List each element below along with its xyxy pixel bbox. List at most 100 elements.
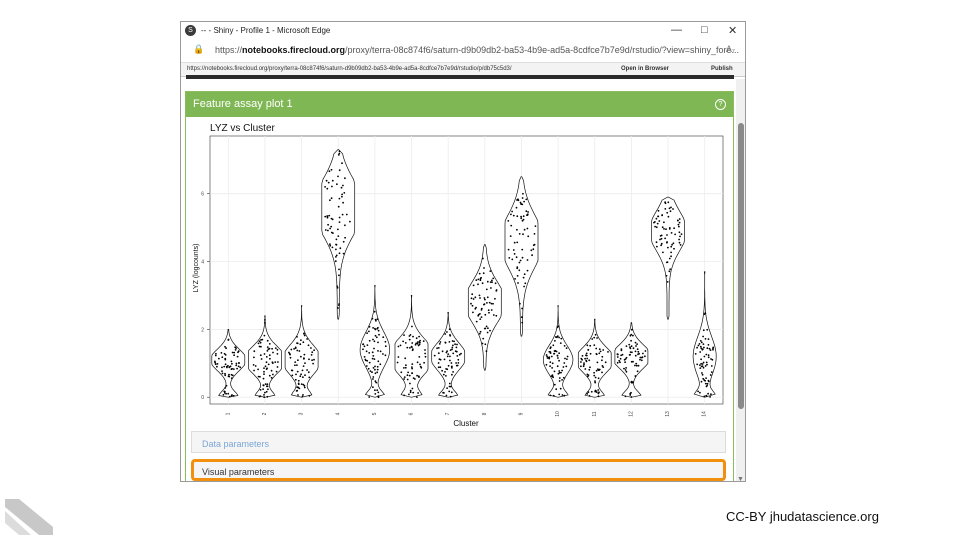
data-point <box>340 186 343 189</box>
data-point <box>338 274 340 277</box>
data-point <box>371 371 373 374</box>
data-point <box>522 276 525 279</box>
data-point <box>624 369 627 371</box>
data-point <box>656 245 658 248</box>
data-point <box>709 349 712 351</box>
data-point <box>377 395 380 398</box>
maximize-button[interactable]: □ <box>701 24 708 36</box>
data-point <box>594 333 597 336</box>
data-point <box>441 350 444 353</box>
reader-view-icon[interactable]: A₇ <box>725 44 735 54</box>
data-point <box>265 390 268 393</box>
data-point <box>374 393 377 395</box>
data-point <box>563 362 566 364</box>
data-point <box>277 361 279 363</box>
data-point <box>411 366 413 368</box>
scrollbar[interactable]: ▼ <box>736 79 745 482</box>
data-point <box>439 341 442 343</box>
profile-icon[interactable]: S <box>185 25 196 36</box>
data-point <box>308 376 311 379</box>
data-point <box>697 390 699 393</box>
data-point <box>526 269 529 272</box>
lock-icon[interactable]: 🔒 <box>193 44 205 54</box>
y-tick-label: 2 <box>201 327 204 333</box>
visual-parameters-section[interactable]: Visual parameters <box>191 459 726 481</box>
publish-button[interactable]: Publish <box>711 66 733 72</box>
address-bar[interactable]: 🔒 https://notebooks.firecloud.org/proxy/… <box>181 40 745 62</box>
data-point <box>660 237 663 240</box>
data-point <box>377 391 380 394</box>
data-point <box>364 358 367 361</box>
data-point <box>709 396 711 398</box>
data-point <box>291 369 294 372</box>
data-point <box>379 363 382 366</box>
data-point <box>666 281 669 283</box>
data-parameters-section[interactable]: Data parameters <box>191 431 726 453</box>
data-point <box>616 356 619 358</box>
data-point <box>632 381 634 384</box>
scroll-down-arrow[interactable]: ▼ <box>737 476 744 482</box>
data-point <box>437 362 440 364</box>
data-point <box>597 395 600 398</box>
data-point <box>330 197 333 200</box>
data-point <box>294 347 297 349</box>
data-point <box>302 376 304 379</box>
data-point <box>472 284 475 287</box>
url-text[interactable]: https://notebooks.firecloud.org/proxy/te… <box>215 45 740 55</box>
data-point <box>702 335 704 338</box>
data-point <box>668 228 671 230</box>
x-tick-label: 6 <box>409 412 415 415</box>
data-point <box>338 252 341 255</box>
data-point <box>705 385 708 388</box>
data-point <box>566 355 569 358</box>
data-point <box>620 349 623 352</box>
data-point <box>553 352 555 355</box>
data-point <box>558 393 561 396</box>
data-point <box>521 248 524 251</box>
data-point <box>408 335 411 337</box>
data-point <box>486 302 488 304</box>
data-point <box>374 327 376 330</box>
data-point <box>549 347 552 350</box>
help-icon[interactable]: ? <box>715 99 726 110</box>
data-point <box>324 215 327 218</box>
data-point <box>329 244 332 247</box>
data-point <box>336 183 338 186</box>
scrollbar-thumb[interactable] <box>738 123 744 409</box>
data-point <box>482 272 485 275</box>
data-point <box>329 199 331 202</box>
x-tick-label: 11 <box>592 411 598 416</box>
data-point <box>375 319 377 322</box>
data-point <box>526 213 529 216</box>
data-point <box>308 358 310 361</box>
data-point <box>475 279 478 281</box>
data-point <box>227 364 229 367</box>
data-point <box>368 330 370 333</box>
open-in-browser-button[interactable]: Open in Browser <box>621 66 670 72</box>
data-point <box>441 369 443 372</box>
data-point <box>404 366 407 369</box>
data-point <box>678 221 681 224</box>
data-point <box>406 378 409 381</box>
data-point <box>306 338 308 340</box>
minimize-button[interactable]: — <box>671 24 682 36</box>
data-point <box>485 288 488 291</box>
data-point <box>419 339 421 342</box>
violin-cluster-12 <box>614 322 649 398</box>
data-point <box>422 340 425 342</box>
data-point <box>710 358 712 360</box>
data-point <box>227 392 230 395</box>
x-tick-label: 1 <box>225 412 231 415</box>
data-point <box>270 376 273 379</box>
data-point <box>301 395 304 398</box>
data-point <box>264 365 267 368</box>
close-button[interactable]: ✕ <box>728 25 738 37</box>
data-point <box>704 382 707 385</box>
data-point <box>551 367 553 369</box>
data-point <box>490 287 492 289</box>
data-point <box>548 350 551 353</box>
data-point <box>338 216 341 219</box>
data-point <box>264 383 267 385</box>
data-point <box>307 371 310 374</box>
data-point <box>377 329 380 332</box>
